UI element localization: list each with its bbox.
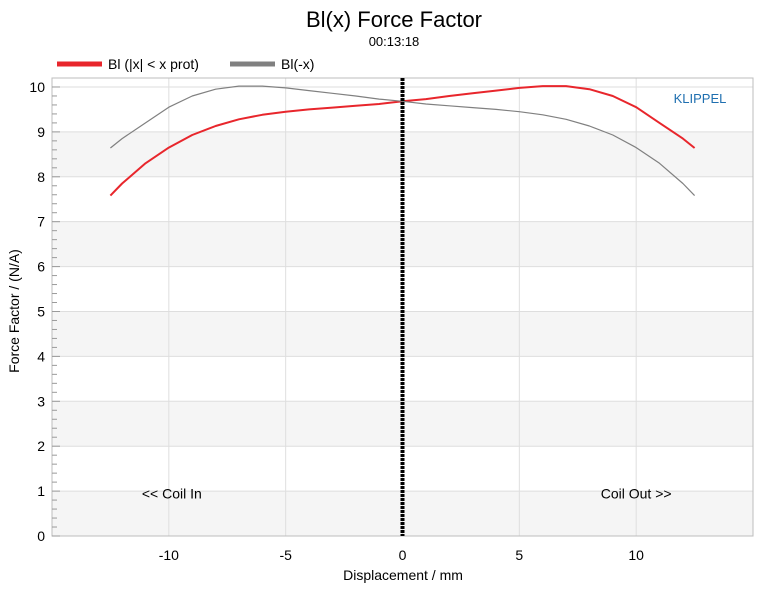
y-tick-label: 5 [37,303,45,319]
y-tick-labels: 0 1 2 3 4 5 6 7 8 9 10 [29,79,45,544]
x-tick-label: 10 [628,547,644,563]
legend-label-1: Bl(-x) [281,56,314,72]
y-tick-label: 7 [37,214,45,230]
y-axis-label: Force Factor / (N/A) [6,249,22,373]
y-minor-ticks [52,86,60,537]
series-lines [109,85,696,197]
y-tick-label: 10 [29,79,45,95]
y-tick-label: 4 [37,348,45,364]
annotations: << Coil In Coil Out >> [142,485,672,501]
coil-in-annotation: << Coil In [142,485,202,501]
y-tick-label: 8 [37,169,45,185]
x-tick-labels: -10 -5 0 5 10 [159,547,644,563]
chart-title: Bl(x) Force Factor [306,7,482,32]
x-axis-label: Displacement / mm [343,567,463,583]
x-tick-label: 0 [399,547,407,563]
y-tick-label: 6 [37,259,45,275]
y-tick-label: 3 [37,393,45,409]
series-line-1 [110,85,696,197]
chart-subtitle: 00:13:18 [369,34,420,49]
coil-out-annotation: Coil Out >> [601,485,672,501]
y-tick-label: 0 [37,528,45,544]
x-tick-label: -5 [279,547,292,563]
legend-label-0: Bl (|x| < x prot) [108,56,199,72]
x-tick-label: 5 [515,547,523,563]
y-tick-label: 1 [37,483,45,499]
x-tick-label: -10 [159,547,179,563]
legend: Bl (|x| < x prot) Bl(-x) [57,56,314,72]
y-tick-label: 9 [37,124,45,140]
klippel-brand: KLIPPEL [674,91,727,106]
y-tick-label: 2 [37,438,45,454]
